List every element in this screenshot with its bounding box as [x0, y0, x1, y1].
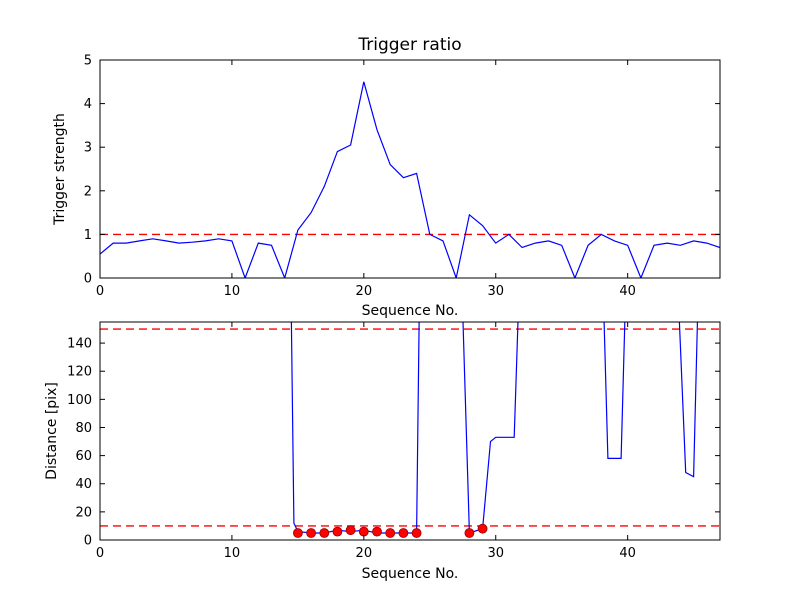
axes-frame — [99, 321, 721, 541]
y-tick-label: 5 — [84, 54, 92, 69]
marker-dot — [345, 525, 356, 536]
x-tick-label: 10 — [224, 546, 241, 561]
marker-dot — [306, 528, 317, 538]
y-tick-label: 4 — [84, 97, 92, 112]
plot-area — [100, 81, 720, 278]
y-tick-label: 0 — [84, 272, 92, 287]
y-tick-label: 2 — [84, 184, 92, 199]
y-tick-label: 60 — [75, 449, 92, 464]
axes-frame — [99, 59, 721, 279]
marker-dot — [372, 526, 382, 537]
y-tick-label: 0 — [84, 534, 92, 549]
y-tick-label: 140 — [67, 337, 92, 352]
x-tick-label: 10 — [224, 284, 241, 299]
x-tick-label: 30 — [487, 546, 504, 561]
marker-dot — [411, 528, 422, 538]
x-tick-label: 20 — [356, 546, 373, 561]
marker-dot — [332, 526, 343, 537]
chart-title: Trigger ratio — [357, 35, 461, 55]
series-line — [100, 81, 720, 278]
top-yaxis-label: Trigger strength — [52, 113, 68, 226]
x-tick-label: 30 — [487, 284, 504, 299]
y-tick-label: 40 — [75, 477, 92, 492]
marker-dot — [464, 528, 475, 538]
y-tick-label: 80 — [75, 421, 92, 436]
marker-dot — [477, 523, 488, 534]
x-tick-label: 40 — [619, 284, 636, 299]
plots-layer: 0 10 20 30 40 0 1 2 3 4 5 0 10 20 30 40 0 20 40 60 80 100 120 1… — [67, 54, 721, 561]
x-tick-label: 0 — [96, 546, 104, 561]
marker-dot — [358, 526, 369, 537]
marker-dot — [292, 528, 303, 538]
marker-dot — [319, 528, 330, 538]
y-tick-label: 120 — [67, 365, 92, 380]
y-tick-label: 20 — [75, 505, 92, 520]
x-tick-label: 40 — [619, 546, 636, 561]
plot-area — [100, 322, 720, 538]
marker-dot — [398, 528, 409, 538]
y-tick-label: 1 — [84, 228, 92, 243]
top-xaxis-label: Sequence No. — [362, 303, 459, 319]
y-tick-label: 3 — [84, 141, 92, 156]
x-tick-label: 0 — [96, 284, 104, 299]
series-line — [290, 322, 699, 534]
marker-dot — [385, 528, 396, 538]
bottom-yaxis-label: Distance [pix] — [44, 382, 60, 480]
x-tick-label: 20 — [356, 284, 373, 299]
bottom-xaxis-label: Sequence No. — [362, 566, 459, 582]
y-tick-label: 100 — [67, 393, 92, 408]
